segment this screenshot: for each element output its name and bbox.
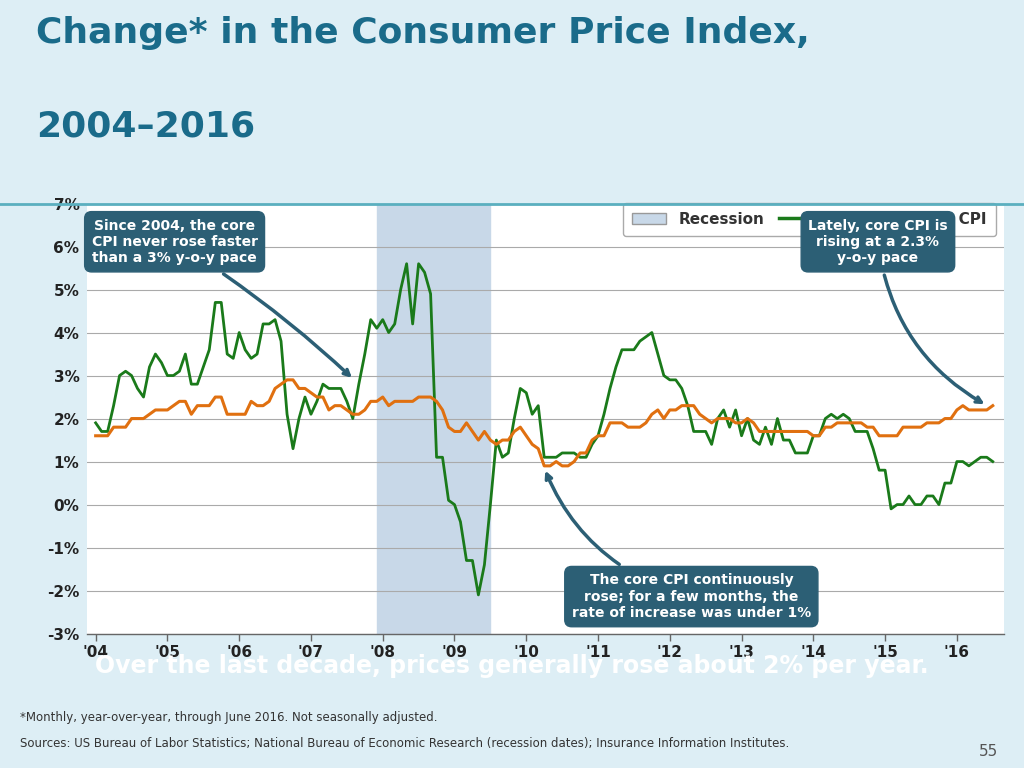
Text: 55: 55 bbox=[979, 744, 998, 760]
Text: Change* in the Consumer Price Index,: Change* in the Consumer Price Index, bbox=[36, 16, 810, 50]
Text: Over the last decade, prices generally rose about 2% per year.: Over the last decade, prices generally r… bbox=[95, 654, 929, 678]
Text: Since 2004, the core
CPI never rose faster
than a 3% y-o-y pace: Since 2004, the core CPI never rose fast… bbox=[91, 219, 349, 376]
Bar bbox=[377, 204, 490, 634]
Text: Sources: US Bureau of Labor Statistics; National Bureau of Economic Research (re: Sources: US Bureau of Labor Statistics; … bbox=[20, 737, 790, 750]
Legend: Recession, CPI, Core CPI: Recession, CPI, Core CPI bbox=[624, 203, 996, 236]
Text: *Monthly, year-over-year, through June 2016. Not seasonally adjusted.: *Monthly, year-over-year, through June 2… bbox=[20, 711, 438, 724]
Text: Lately, core CPI is
rising at a 2.3%
y-o-y pace: Lately, core CPI is rising at a 2.3% y-o… bbox=[808, 219, 981, 402]
Text: 2004–2016: 2004–2016 bbox=[36, 110, 255, 144]
Text: The core CPI continuously
rose; for a few months, the
rate of increase was under: The core CPI continuously rose; for a fe… bbox=[547, 474, 811, 620]
